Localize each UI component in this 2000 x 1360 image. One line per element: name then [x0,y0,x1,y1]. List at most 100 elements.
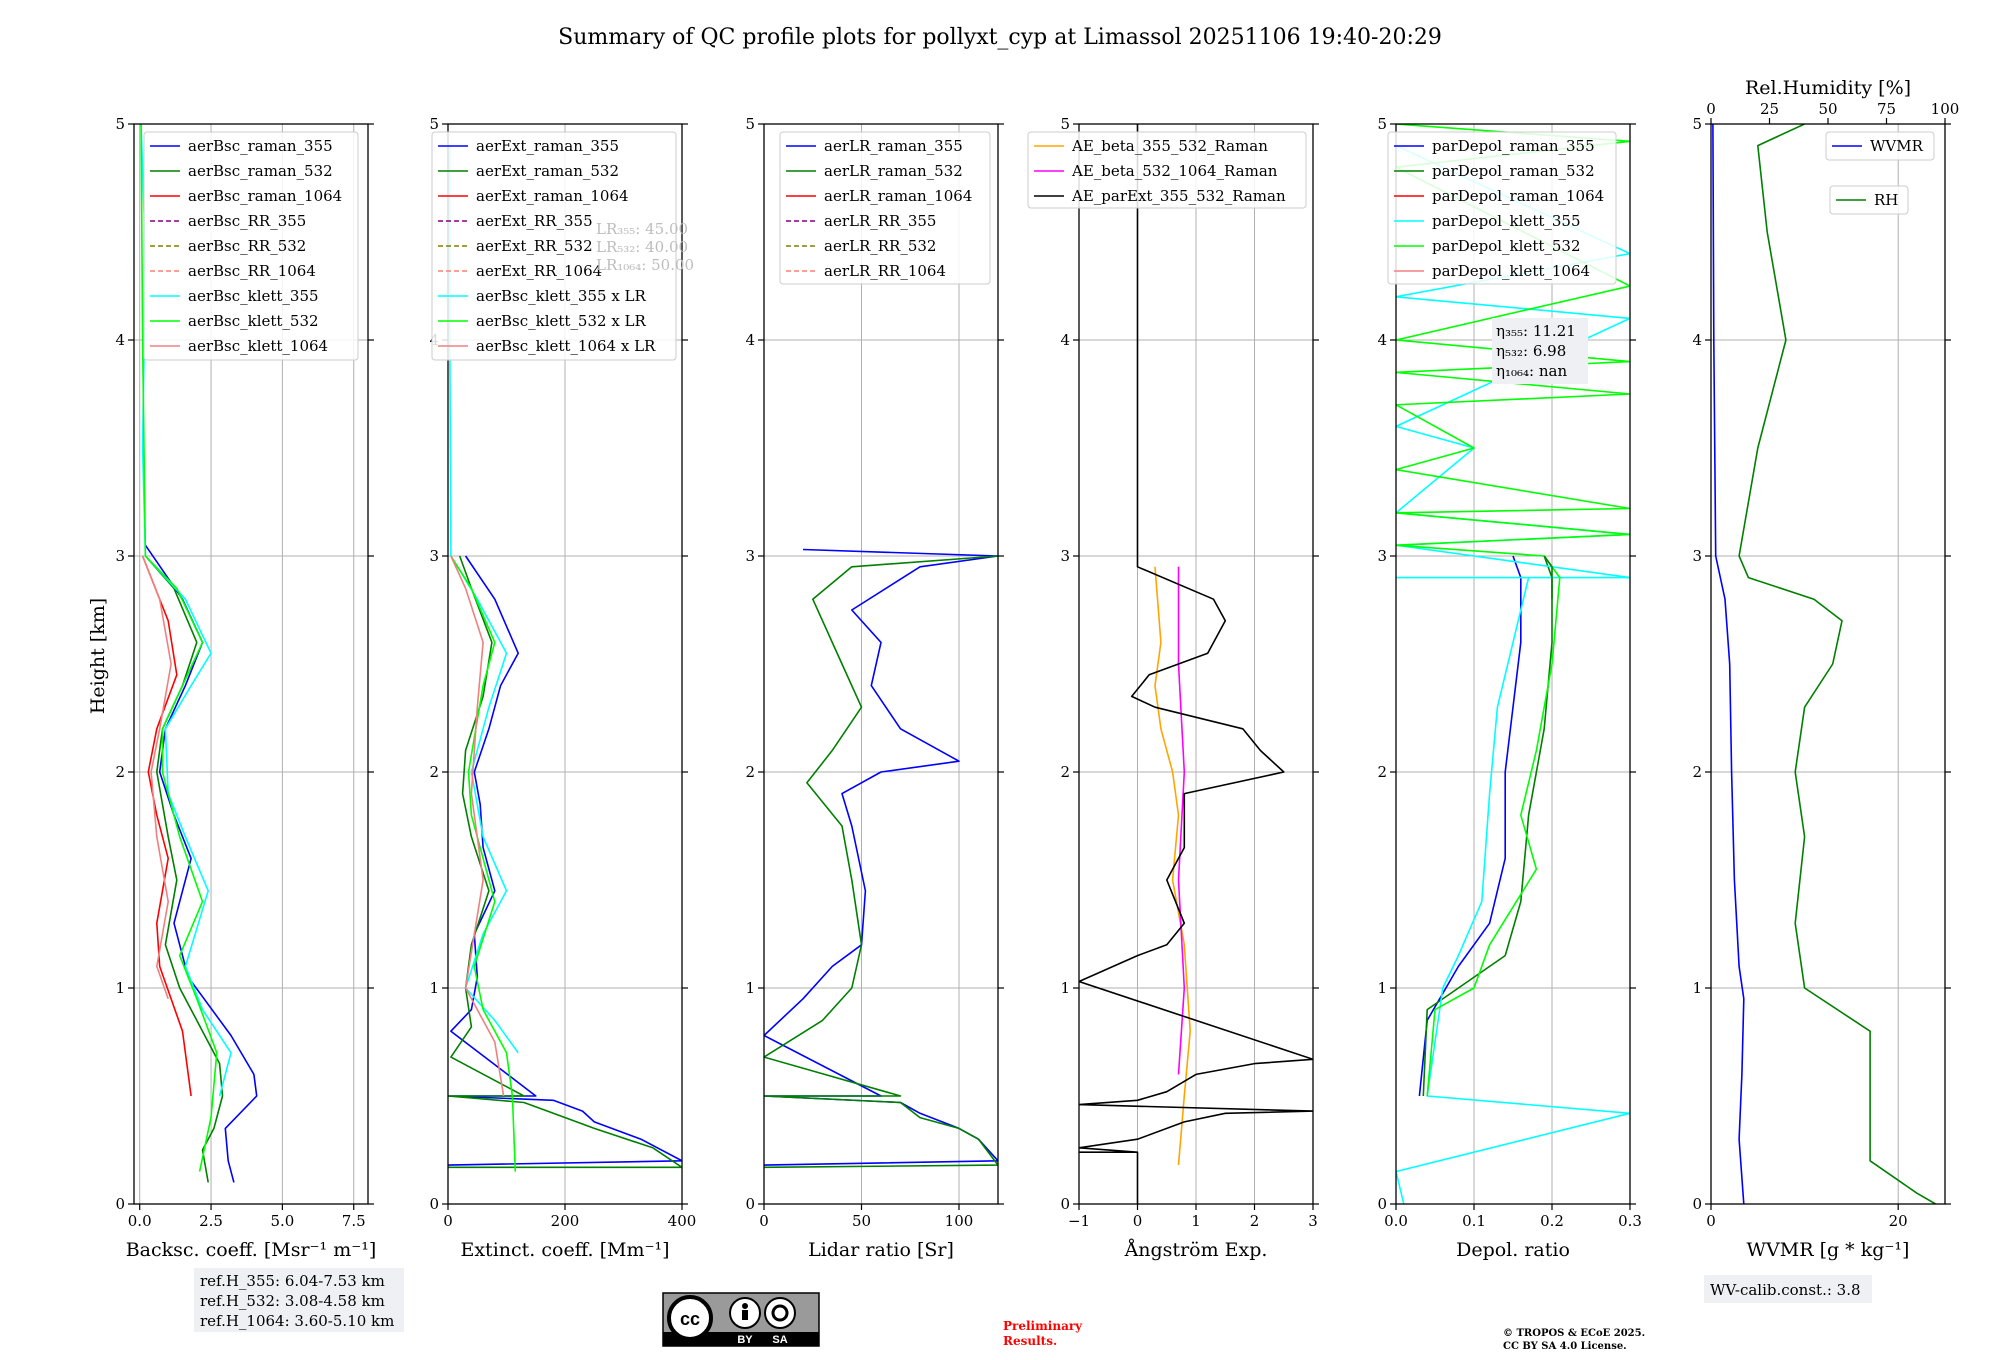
ref-height-1064: ref.H_1064: 3.60-5.10 km [200,1312,394,1330]
x-axis-label: Extinct. coeff. [Mm⁻¹] [460,1239,669,1261]
by-icon-body [742,1310,748,1320]
panel-2: 0123450200400Extinct. coeff. [Mm⁻¹]aerEx… [429,115,696,1261]
x-axis-label: WVMR [g * kg⁻¹] [1747,1239,1910,1261]
copyright-line-2: CC BY SA 4.0 License. [1503,1341,1627,1352]
legend: aerBsc_raman_355 aerBsc_raman_532 aerBsc_r… [143,131,359,361]
legend-entry: parDepol_klett_1064 [1432,262,1590,280]
x-axis-label: Ångström Exp. [1124,1239,1268,1261]
x-tick-label: 0 [1133,1212,1143,1230]
series-line-AE_beta_355_532_Raman [1154,566,1191,1166]
x-tick-label: 0.0 [1384,1212,1408,1230]
cc-text: cc [680,1309,700,1329]
y-tick-label: 1 [1692,979,1702,997]
axes-frame [1710,123,1946,1205]
y-tick-label: 1 [1377,979,1387,997]
annotation-line: LR₅₃₂: 40.00 [596,238,688,256]
legend-box [143,131,359,361]
series-line-aerBsc_klett_532 [140,124,218,1172]
y-tick-label: 1 [1060,979,1070,997]
series-line-aerBsc_klett_532 x LR [450,555,517,1172]
series-line-parDepol_klett_532 [1396,124,1630,1097]
series-line-aerBsc_klett_1064 [141,555,172,1000]
legend-entry: aerBsc_RR_1064 [188,262,316,280]
axes-frame [133,123,369,1205]
y-tick-label: 4 [1377,331,1387,349]
ref-height-532: ref.H_532: 3.08-4.58 km [200,1292,385,1310]
y-tick-label: 2 [1377,763,1387,781]
annotation-line: η₃₅₅: 11.21 [1496,322,1576,340]
legend-entry: parDepol_raman_355 [1432,137,1595,155]
legend-entry: AE_beta_532_1064_Raman [1071,162,1278,180]
ref-height-355: ref.H_355: 6.04-7.53 km [200,1272,385,1290]
panels: 0 1 2 3 4 5 0.0 2.5 5.0 7.5 Backsc. coeff. [Msr⁻¹ … [115,77,1960,1303]
x-tick-label: 5.0 [270,1212,294,1230]
annotation-line: LR₃₅₅: 45.00 [596,220,688,238]
series-line-WVMR [1712,124,1745,1204]
sa-icon [764,1297,796,1329]
annotation-line: η₁₀₆₄: nan [1496,362,1567,380]
panel-1: 0 1 2 3 4 5 0.0 2.5 5.0 7.5 Backsc. coeff. [Msr⁻¹ … [115,115,376,1261]
cc-license-badge: cc BY SA [662,1292,820,1347]
y-tick-label: 5 [745,115,755,133]
y-tick-label: 3 [745,547,755,565]
x-tick-label: −1 [1068,1212,1090,1230]
cc-icon [667,1295,713,1341]
x-axis-label: Backsc. coeff. [Msr⁻¹ m⁻¹] [126,1239,377,1261]
y-tick-label: 0 [1377,1195,1387,1213]
sa-label: SA [772,1334,787,1346]
legend-box [1387,131,1617,285]
panel-6: 012345020400255075100Rel.Humidity [%]WVM… [1692,77,1960,1303]
legend-entry: aerExt_RR_355 [476,212,593,230]
x2-tick-label: 100 [1931,100,1960,118]
wv-calib-bg [1704,1275,1872,1303]
x-tick-label: 0 [443,1212,453,1230]
series-group [1712,124,1937,1204]
wv-calib-text: WV-calib.const.: 3.8 [1710,1281,1861,1299]
legend-entry: aerLR_RR_1064 [824,262,946,280]
by-icon-head [742,1303,748,1309]
legend-entry: aerLR_raman_1064 [824,187,972,205]
copyright-line-1: © TROPOS & ECoE 2025. [1503,1328,1645,1339]
legend-entry: aerBsc_raman_1064 [188,187,342,205]
y-tick-label: 0 [1060,1195,1070,1213]
legend-box [431,131,677,361]
ref-heights-box: ref.H_355: 6.04-7.53 km ref.H_532: 3.08-… [194,1268,404,1332]
legend-entry: aerLR_RR_355 [824,212,936,230]
y-tick-label: 0 [1692,1195,1702,1213]
annotation-box: η₃₅₅: 11.21 η₅₃₂: 6.98 η₁₀₆₄: nan [1492,318,1588,384]
y-tick-label: 4 [115,331,125,349]
y-tick-label: 3 [115,547,125,565]
axes-frame [763,123,999,1205]
legend-box [779,131,991,285]
x-tick-label: 0.2 [1540,1212,1564,1230]
legend-entry: RH [1874,191,1898,209]
copyright-note: © TROPOS & ECoE 2025. CC BY SA 4.0 Licen… [1503,1328,1645,1352]
axes-frame [447,123,683,1205]
legend-entry: aerBsc_RR_355 [188,212,306,230]
x-tick-label: 2 [1250,1212,1260,1230]
legend-entry: aerBsc_raman_355 [188,137,333,155]
x-tick-label: 200 [551,1212,580,1230]
y-tick-label: 5 [1060,115,1070,133]
x-tick-label: 3 [1308,1212,1318,1230]
preliminary-line-1: Preliminary [1003,1319,1083,1333]
series-line-RH [1738,124,1937,1204]
x-tick-label: 0 [1706,1212,1716,1230]
y-tick-label: 4 [745,331,755,349]
x2-tick-label: 0 [1706,100,1716,118]
x-tick-label: 400 [668,1212,697,1230]
y-tick-label: 4 [1692,331,1702,349]
series-line-aerBsc_klett_355 [140,124,232,1097]
legend: aerExt_raman_355 aerExt_raman_532 aerExt_r… [431,131,677,361]
y-tick-label: 4 [1060,331,1070,349]
legend-entry: parDepol_klett_532 [1432,237,1581,255]
y-tick-label: 1 [115,979,125,997]
legend: aerLR_raman_355 aerLR_raman_532 aerLR_rama… [779,131,991,285]
x-axis-label: Lidar ratio [Sr] [808,1239,954,1261]
legend: parDepol_raman_355 parDepol_raman_532 parD… [1387,131,1617,285]
x-tick-label: 0.0 [128,1212,152,1230]
x-tick-label: 1 [1191,1212,1201,1230]
x2-tick-label: 75 [1877,100,1896,118]
